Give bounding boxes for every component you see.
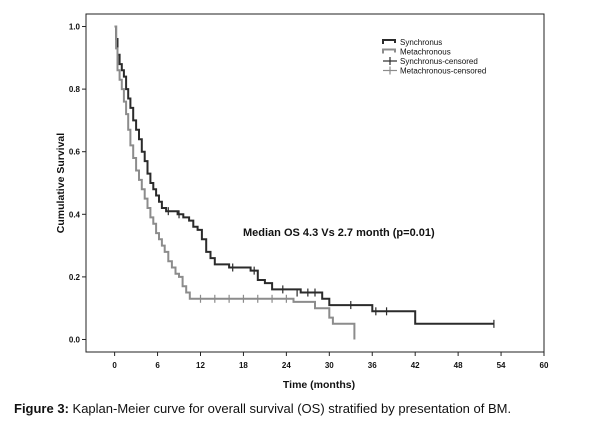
x-axis-label: Time (months) xyxy=(283,379,355,391)
x-tick-label: 36 xyxy=(368,361,377,370)
median-os-annotation: Median OS 4.3 Vs 2.7 month (p=0.01) xyxy=(243,227,435,239)
y-tick-label: 1.0 xyxy=(69,23,81,32)
y-axis-ticks: 0.0 0.2 0.4 0.6 0.8 1.0 xyxy=(69,23,86,344)
legend-label: Synchronus-censored xyxy=(400,57,478,66)
series-line-metachronous xyxy=(114,25,356,340)
figure-caption: Figure 3: Kaplan-Meier curve for overall… xyxy=(14,401,592,416)
x-tick-label: 30 xyxy=(325,361,334,370)
x-tick-label: 54 xyxy=(497,361,506,370)
y-tick-label: 0.2 xyxy=(69,273,81,282)
x-tick-label: 60 xyxy=(540,361,549,370)
y-tick-label: 0.4 xyxy=(69,210,81,219)
censor-marks xyxy=(167,207,495,328)
legend-swatch xyxy=(382,48,396,54)
x-axis-ticks: 0 6 12 18 24 30 36 42 48 54 60 xyxy=(112,352,549,370)
y-tick-label: 0.0 xyxy=(69,335,81,344)
caption-text: Kaplan-Meier curve for overall survival … xyxy=(68,401,512,416)
caption-lead: Figure 3: xyxy=(14,401,69,416)
y-tick-label: 0.6 xyxy=(69,148,81,157)
x-tick-label: 24 xyxy=(282,361,291,370)
x-tick-label: 12 xyxy=(196,361,205,370)
y-tick-label: 0.8 xyxy=(69,85,81,94)
x-tick-label: 6 xyxy=(155,361,160,370)
legend: SynchronusMetachronousSynchronus-censore… xyxy=(382,38,486,76)
legend-label: Synchronus xyxy=(400,38,442,47)
y-axis-label: Cumulative Survival xyxy=(55,133,67,233)
plot-area-border xyxy=(85,13,545,353)
legend-label: Metachronous xyxy=(400,48,451,57)
x-tick-label: 0 xyxy=(112,361,117,370)
series-line-synchronus xyxy=(114,25,494,325)
x-tick-label: 42 xyxy=(411,361,420,370)
legend-swatch xyxy=(382,39,396,44)
survival-curves xyxy=(114,25,494,340)
x-tick-label: 18 xyxy=(239,361,248,370)
legend-label: Metachronous-censored xyxy=(400,67,486,76)
plot-frame xyxy=(85,13,545,353)
x-tick-label: 48 xyxy=(454,361,463,370)
